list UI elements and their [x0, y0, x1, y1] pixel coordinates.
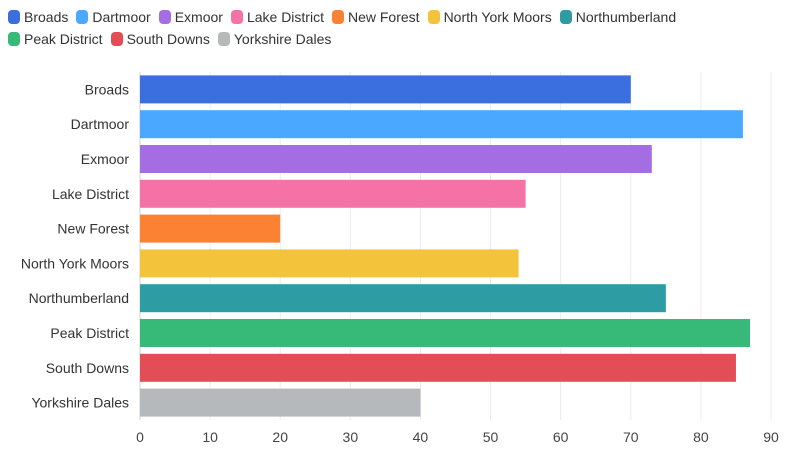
- legend-swatch: [230, 10, 243, 24]
- y-tick-label: Peak District: [50, 325, 129, 341]
- legend-swatch: [158, 10, 171, 24]
- x-tick-label: 40: [413, 429, 429, 445]
- bar-northumberland[interactable]: [140, 284, 666, 313]
- legend-swatch: [217, 32, 230, 46]
- x-tick-label: 20: [272, 429, 288, 445]
- x-tick-label: 50: [483, 429, 499, 445]
- legend-label: New Forest: [347, 9, 420, 25]
- y-tick-label: Yorkshire Dales: [31, 395, 129, 411]
- legend-item[interactable]: Dartmoor: [76, 8, 151, 26]
- bar-dartmoor[interactable]: [140, 110, 743, 139]
- legend-label: Broads: [24, 9, 69, 25]
- bars: [140, 75, 750, 417]
- legend-swatch: [110, 32, 123, 46]
- bar-lake-district[interactable]: [140, 179, 526, 208]
- legend-label: South Downs: [126, 31, 210, 47]
- x-tick-label: 10: [202, 429, 218, 445]
- x-tick-label: 80: [693, 429, 709, 445]
- legend-item[interactable]: South Downs: [110, 30, 210, 48]
- bar-peak-district[interactable]: [140, 319, 750, 347]
- x-tick-label: 70: [623, 429, 639, 445]
- y-tick-label: Northumberland: [29, 290, 129, 306]
- chart-legend: Broads Dartmoor Exmoor Lake District New For…: [8, 8, 728, 48]
- bar-new-forest[interactable]: [140, 214, 281, 243]
- legend-swatch: [559, 10, 572, 24]
- y-tick-label: South Downs: [46, 360, 129, 376]
- bar-north-york-moors[interactable]: [140, 249, 519, 278]
- legend-item[interactable]: Exmoor: [158, 8, 223, 26]
- y-tick-label: North York Moors: [21, 255, 129, 271]
- legend-item[interactable]: Yorkshire Dales: [217, 30, 332, 48]
- y-tick-label: New Forest: [57, 221, 129, 237]
- legend-swatch: [331, 10, 344, 24]
- x-tick-label: 0: [136, 429, 144, 445]
- x-tick-label: 30: [343, 429, 359, 445]
- legend-item[interactable]: Peak District: [8, 30, 103, 48]
- x-axis-tick-labels: 0 10 20 30 40 50 60 70 80 90: [136, 429, 779, 445]
- legend-swatch: [427, 10, 440, 24]
- legend-label: Peak District: [24, 31, 103, 47]
- legend-swatch: [8, 10, 20, 24]
- legend-swatch: [8, 32, 20, 46]
- legend-label: Dartmoor: [92, 9, 151, 25]
- legend-label: Northumberland: [575, 9, 677, 25]
- bar-broads[interactable]: [140, 75, 631, 104]
- legend-item[interactable]: Broads: [8, 8, 68, 26]
- x-tick-label: 90: [763, 429, 779, 445]
- bar-south-downs[interactable]: [140, 353, 736, 382]
- legend-item[interactable]: Lake District: [230, 8, 324, 26]
- legend-label: Lake District: [246, 9, 324, 25]
- legend-item[interactable]: New Forest: [331, 8, 420, 26]
- legend-item[interactable]: North York Moors: [427, 8, 552, 26]
- x-tick-label: 60: [553, 429, 569, 445]
- y-tick-label: Lake District: [52, 186, 129, 202]
- y-tick-label: Dartmoor: [71, 116, 130, 132]
- y-tick-label: Broads: [85, 81, 129, 97]
- legend-swatch: [76, 10, 89, 24]
- y-axis-labels: Broads Dartmoor Exmoor Lake District New For…: [21, 81, 130, 410]
- legend-label: North York Moors: [443, 9, 552, 25]
- bar-yorkshire-dales[interactable]: [140, 388, 421, 417]
- y-tick-label: Exmoor: [81, 151, 130, 167]
- legend-label: Yorkshire Dales: [233, 31, 332, 47]
- bar-exmoor[interactable]: [140, 145, 652, 173]
- legend-label: Exmoor: [174, 9, 223, 25]
- legend-item[interactable]: Northumberland: [559, 8, 677, 26]
